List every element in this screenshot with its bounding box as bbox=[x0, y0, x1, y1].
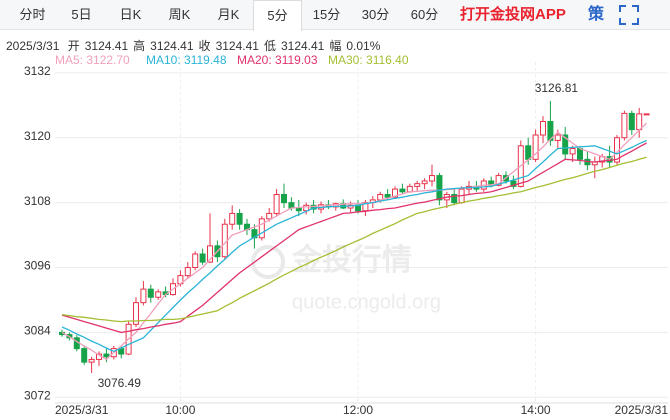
candle-body bbox=[636, 113, 643, 131]
candle-body bbox=[266, 212, 273, 220]
tab-bar: 打开金投网APP 策 分时 5日 日K 周K 月K 5分 15分 30分 60分 bbox=[0, 0, 670, 31]
y-tick-label: 3132 bbox=[24, 64, 51, 78]
candle-body bbox=[414, 183, 421, 187]
high-label: 3126.81 bbox=[535, 81, 579, 95]
candle-body bbox=[192, 253, 199, 269]
legend-entry: MA20: 3119.03 bbox=[237, 53, 318, 67]
candle-body bbox=[562, 134, 569, 155]
candle-body bbox=[377, 193, 384, 201]
candle-body bbox=[547, 120, 554, 141]
legend-entry: MA5: 3122.70 bbox=[55, 53, 130, 67]
info-value: 3124.41 bbox=[150, 39, 194, 53]
candle-body bbox=[643, 113, 650, 116]
info-value: 3124.41 bbox=[280, 39, 325, 53]
expand-icon[interactable] bbox=[618, 4, 640, 26]
grid bbox=[55, 62, 668, 403]
candle-body bbox=[628, 112, 635, 131]
candle-body bbox=[236, 212, 243, 225]
candle-body bbox=[281, 193, 287, 204]
candle-body bbox=[140, 288, 147, 304]
watermark-title: 金投行情 bbox=[291, 243, 412, 277]
candle-body bbox=[554, 134, 561, 141]
info-line: 2025/3/31 开 3124.41 高 3124.41 收 3124.41 低 3124.… bbox=[6, 37, 385, 54]
y-tick-label: 3108 bbox=[24, 194, 51, 208]
tab[interactable]: 15分 bbox=[312, 7, 341, 22]
candle-body bbox=[288, 202, 295, 209]
y-tick-label: 3072 bbox=[24, 388, 51, 402]
ma-line bbox=[61, 156, 647, 323]
candle-body bbox=[229, 212, 236, 225]
ma-line bbox=[61, 122, 648, 361]
candle-body bbox=[421, 180, 428, 185]
y-tick-label: 3120 bbox=[24, 129, 51, 143]
candle-body bbox=[199, 253, 206, 263]
tab[interactable]: 5分 bbox=[253, 0, 302, 31]
tab[interactable]: 60分 bbox=[410, 7, 439, 22]
info-value: 3124.41 bbox=[84, 39, 129, 53]
ma-line bbox=[61, 142, 647, 334]
candle-body bbox=[525, 145, 532, 160]
candle-body bbox=[577, 148, 583, 160]
candle-body bbox=[510, 180, 517, 187]
tab[interactable]: 日K bbox=[119, 7, 142, 22]
watermark-url: quote.cngold.org bbox=[292, 291, 441, 313]
candle-body bbox=[147, 288, 154, 298]
info-label: 幅 bbox=[329, 39, 342, 53]
candle-body bbox=[495, 175, 502, 186]
candle-body bbox=[451, 193, 458, 204]
tab[interactable]: 周K bbox=[168, 7, 191, 22]
candle-body bbox=[384, 193, 391, 198]
candle-body bbox=[436, 175, 443, 201]
candle-body bbox=[621, 112, 628, 139]
candle-body bbox=[295, 207, 302, 212]
legend-entry: MA30: 3116.40 bbox=[328, 53, 409, 67]
candle-body bbox=[133, 302, 139, 325]
low-label: 3076.49 bbox=[98, 376, 142, 390]
tab[interactable]: 分时 bbox=[19, 7, 46, 22]
expand-icon-shape bbox=[619, 5, 639, 25]
tab[interactable]: 30分 bbox=[361, 7, 390, 22]
y-tick-label: 3096 bbox=[24, 259, 51, 273]
info-label: 低 bbox=[263, 39, 276, 53]
candle-body bbox=[103, 353, 110, 358]
info-label: 收 bbox=[198, 39, 211, 53]
candle-body bbox=[81, 348, 88, 363]
info-label: 高 bbox=[133, 39, 146, 53]
legend: MA5: 3122.70 MA10: 3119.48 MA20: 3119.03 MA… bbox=[55, 53, 419, 67]
candle-body bbox=[399, 188, 406, 193]
candle-body bbox=[273, 193, 280, 214]
candle-body bbox=[88, 358, 95, 363]
legend-entry: MA10: 3119.48 bbox=[146, 53, 227, 67]
x-tick-label: 12:00 bbox=[343, 403, 373, 417]
info-date: 2025/3/31 bbox=[6, 39, 60, 53]
candle-body bbox=[184, 267, 191, 277]
y-tick-label: 3084 bbox=[24, 324, 51, 338]
x-tick-label: 2025/3/31 bbox=[55, 403, 109, 417]
candle-body bbox=[532, 134, 539, 160]
x-tick-label: 14:00 bbox=[521, 403, 551, 417]
candle-body bbox=[258, 218, 265, 239]
candle-body bbox=[355, 204, 361, 212]
info-value: 0.01% bbox=[346, 39, 381, 53]
strategy-button[interactable]: 策 bbox=[588, 6, 605, 23]
watermark: 金投行情 quote.cngold.org bbox=[251, 243, 441, 313]
watermark-logo bbox=[251, 245, 285, 279]
x-tick-label: 10:00 bbox=[165, 403, 195, 417]
candle-body bbox=[392, 188, 398, 198]
info-label: 开 bbox=[67, 39, 80, 53]
tab[interactable]: 5日 bbox=[71, 7, 92, 22]
ma-line bbox=[61, 139, 647, 353]
candle-body bbox=[207, 245, 213, 263]
candle-body bbox=[155, 291, 162, 298]
app-link[interactable]: 打开金投网APP bbox=[460, 6, 566, 23]
candle-body bbox=[429, 175, 435, 182]
x-tick-label: 2025/3/31 bbox=[615, 403, 669, 417]
candle-body bbox=[540, 120, 546, 136]
candle-body bbox=[569, 148, 576, 155]
info-value: 3124.41 bbox=[215, 39, 259, 53]
candle-body bbox=[406, 185, 413, 193]
tab[interactable]: 月K bbox=[217, 7, 240, 22]
